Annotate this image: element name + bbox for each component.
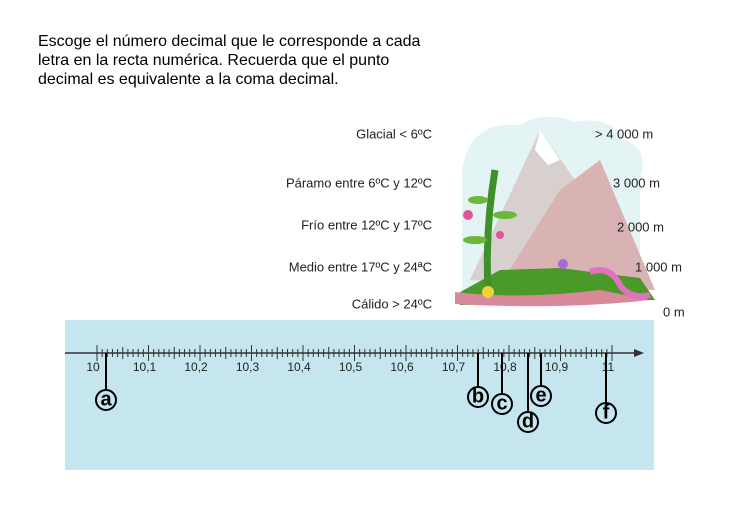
generated: Escoge el número decimal que le correspo… (38, 33, 685, 433)
altitude: 0 m (663, 304, 685, 319)
climate-zone: Medio entre 17ºC y 24ªC (289, 259, 432, 274)
climate-zone: Páramo entre 6ºC y 12ºC (286, 175, 432, 190)
marker-circle (467, 386, 489, 408)
marker-circle (517, 411, 539, 433)
altitude: > 4 000 m (595, 126, 653, 141)
marker-letter: e (535, 384, 546, 406)
altitude: 2 000 m (617, 219, 664, 234)
flower (496, 231, 504, 239)
marker-circle (95, 389, 117, 411)
instruction-line: decimal es equivalente a la coma decimal… (38, 71, 339, 88)
marker-letter: b (472, 385, 484, 407)
tick-label: 10,2 (184, 360, 208, 374)
leaf (463, 236, 487, 244)
marker-letter: c (496, 392, 507, 414)
tick-label: 10 (86, 360, 100, 374)
arrow-head (634, 349, 644, 357)
climate-zone: Frío entre 12ºC y 17ºC (301, 217, 432, 232)
flower (463, 210, 473, 220)
tick-label: 10,7 (442, 360, 466, 374)
marker-circle (491, 393, 513, 415)
plant-stem (483, 169, 499, 291)
number-line-panel (65, 320, 654, 470)
tick-label: 10,9 (545, 360, 569, 374)
climate-zone: Cálido > 24ºC (352, 296, 432, 311)
snake (589, 267, 651, 300)
soil (455, 290, 650, 307)
flower (482, 286, 494, 298)
tick-label: 10,1 (133, 360, 157, 374)
instruction-line: letra en la recta numérica. Recuerda que… (38, 52, 389, 69)
climate-zone: Glacial < 6ºC (356, 126, 432, 141)
instruction-line: Escoge el número decimal que le correspo… (38, 33, 421, 50)
marker-letter: a (100, 388, 112, 410)
snow (535, 130, 560, 165)
leaf (493, 211, 517, 219)
tick-label: 10,5 (339, 360, 363, 374)
altitude: 3 000 m (613, 175, 660, 190)
marker-letter: f (603, 401, 610, 423)
altitude: 1 000 m (635, 259, 682, 274)
tick-label: 11 (602, 360, 615, 374)
tick-label: 10,4 (287, 360, 311, 374)
leaf (468, 196, 488, 204)
illustration (455, 116, 655, 307)
tick-label: 10,3 (236, 360, 260, 374)
flower (558, 259, 568, 269)
tick-label: 10,8 (493, 360, 517, 374)
marker-circle (530, 385, 552, 407)
marker-circle (595, 402, 617, 424)
marker-letter: d (522, 410, 534, 432)
mountain-front (500, 160, 655, 290)
tick-label: 10,6 (390, 360, 414, 374)
